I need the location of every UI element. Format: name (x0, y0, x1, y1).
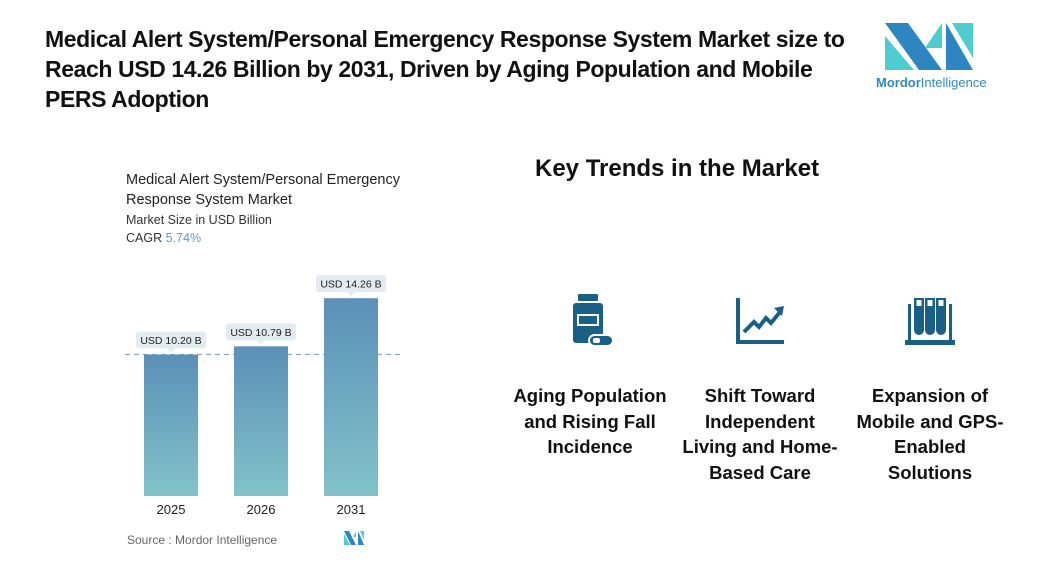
trend-item: Shift Toward Independent Living and Home… (680, 290, 840, 485)
chart-cagr: CAGR 5.74% (126, 231, 202, 245)
data-label-box (316, 275, 386, 293)
data-label-pointer (257, 340, 265, 345)
data-label: USD 14.26 B (320, 279, 381, 291)
trend-label: Aging Population and Rising Fall Inciden… (513, 385, 667, 457)
data-label: USD 10.79 B (230, 327, 291, 339)
x-tick-label: 2031 (337, 502, 366, 517)
chart-header: Medical Alert System/Personal Emergency … (126, 170, 426, 245)
chart-source: Source : Mordor Intelligence (127, 533, 278, 547)
trends-title: Key Trends in the Market (535, 155, 820, 182)
brand-name: MordorIntelligence (876, 75, 987, 90)
data-label-box (226, 323, 296, 341)
trend-label: Shift Toward Independent Living and Home… (682, 385, 838, 483)
bar-2031 (324, 298, 378, 496)
chart-subtitle: Market Size in USD Billion (126, 213, 272, 227)
medicine-bottle-icon (573, 294, 614, 347)
x-tick-label: 2026 (247, 502, 276, 517)
data-label-pointer (347, 292, 355, 297)
test-tubes-rack-icon (905, 298, 955, 345)
trend-up-chart-icon (736, 298, 784, 344)
mordor-logo-icon (885, 23, 973, 70)
data-label-pointer (167, 348, 175, 353)
trend-item: Aging Population and Rising Fall Inciden… (510, 290, 670, 460)
trend-item: Expansion of Mobile and GPS-Enabled Solu… (850, 290, 1010, 485)
page-headline: Medical Alert System/Personal Emergency … (45, 26, 845, 112)
trend-label: Expansion of Mobile and GPS-Enabled Solu… (856, 385, 1004, 483)
chart-title: Medical Alert System/Personal Emergency … (126, 172, 400, 208)
data-label-box (136, 331, 206, 349)
source-logo-icon (344, 531, 364, 545)
bar-chart: USD 10.20 B 2025 USD 10.79 B 2026 USD 14.26 … (125, 275, 400, 517)
x-tick-label: 2025 (157, 502, 186, 517)
bar-2026 (234, 346, 288, 496)
data-label: USD 10.20 B (140, 335, 201, 347)
bar-2025 (144, 354, 198, 496)
cagr-value: 5.74% (165, 231, 202, 245)
